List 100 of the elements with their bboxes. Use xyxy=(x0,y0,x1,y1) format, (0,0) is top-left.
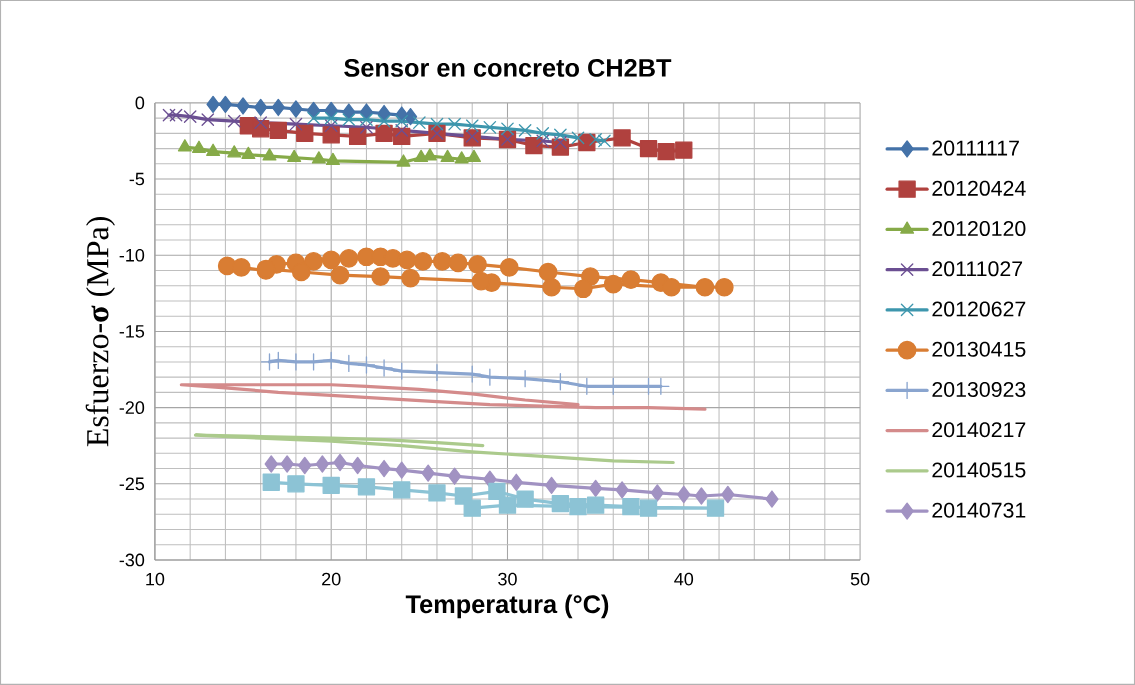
point xyxy=(260,353,279,371)
point xyxy=(675,141,693,159)
point xyxy=(554,136,567,149)
point xyxy=(322,351,340,370)
point xyxy=(324,119,338,133)
point xyxy=(289,100,303,118)
point xyxy=(201,113,215,127)
point xyxy=(551,494,570,513)
point xyxy=(413,116,426,130)
point xyxy=(357,478,376,496)
point xyxy=(525,136,543,155)
point xyxy=(254,116,268,130)
point xyxy=(375,124,393,143)
legend-label: 20130923 xyxy=(932,381,1026,398)
point xyxy=(269,351,287,370)
point xyxy=(421,464,435,482)
point xyxy=(264,455,278,473)
point xyxy=(324,111,338,125)
point xyxy=(586,496,605,514)
point xyxy=(218,95,233,114)
x-tick-label: 40 xyxy=(674,572,694,586)
y-tick-label: -25 xyxy=(119,477,145,491)
point xyxy=(315,455,330,473)
point xyxy=(287,475,305,493)
x-axis-title: Temperatura (°C) xyxy=(405,594,609,619)
point xyxy=(350,456,365,475)
point xyxy=(509,473,523,492)
point xyxy=(536,134,550,148)
point xyxy=(342,113,356,127)
point xyxy=(371,267,390,286)
point xyxy=(291,262,311,282)
point xyxy=(289,117,303,131)
legend-label: 20140217 xyxy=(932,422,1026,438)
point xyxy=(287,149,302,163)
point xyxy=(677,485,691,504)
point xyxy=(359,103,374,121)
point xyxy=(304,252,323,271)
point xyxy=(544,476,559,495)
x-tick-label: 10 xyxy=(146,572,165,586)
point xyxy=(254,98,268,117)
point xyxy=(397,250,417,270)
point xyxy=(432,252,452,271)
y-axis-title: Esfuerzo-σ (MPa) xyxy=(85,217,116,447)
point xyxy=(401,268,420,288)
point xyxy=(657,143,675,161)
point xyxy=(447,467,462,485)
chart-title: Sensor en concreto CH2BT xyxy=(344,58,672,77)
point xyxy=(615,481,629,499)
point xyxy=(536,127,550,140)
point xyxy=(271,98,285,117)
point xyxy=(311,151,326,164)
point xyxy=(448,253,468,273)
point xyxy=(542,277,561,297)
point xyxy=(348,127,367,146)
legend-label: 20140731 xyxy=(932,502,1026,518)
point xyxy=(396,154,411,167)
point xyxy=(613,129,631,147)
point xyxy=(430,117,444,131)
point xyxy=(639,139,658,158)
point xyxy=(714,277,734,297)
point xyxy=(322,476,340,495)
point xyxy=(538,262,558,282)
legend-label: 20120120 xyxy=(932,221,1026,237)
y-tick-label: -5 xyxy=(129,172,145,186)
point xyxy=(463,499,481,517)
point xyxy=(280,455,294,473)
point xyxy=(191,140,206,153)
point xyxy=(262,473,280,492)
point xyxy=(721,485,735,504)
point xyxy=(357,356,376,374)
point xyxy=(465,119,479,133)
point xyxy=(321,250,341,270)
point xyxy=(403,107,418,126)
legend-label: 20120424 xyxy=(932,180,1026,196)
point xyxy=(518,124,532,137)
point xyxy=(227,145,242,158)
point xyxy=(573,279,593,299)
x-tick-label: 50 xyxy=(850,572,870,586)
point xyxy=(395,114,409,128)
point xyxy=(377,114,391,128)
point xyxy=(622,498,640,516)
point xyxy=(554,128,567,142)
point xyxy=(360,120,373,134)
point xyxy=(333,453,347,472)
point xyxy=(588,479,603,498)
point xyxy=(269,121,287,140)
point xyxy=(765,490,779,508)
point xyxy=(360,113,373,127)
point xyxy=(377,459,391,478)
y-tick-label: -10 xyxy=(119,248,145,262)
point xyxy=(262,148,277,161)
point xyxy=(454,151,469,164)
point xyxy=(322,126,340,144)
point xyxy=(339,249,359,268)
point xyxy=(516,490,534,508)
x-tick-label: 20 xyxy=(322,572,341,586)
point xyxy=(227,114,241,128)
point xyxy=(501,122,514,136)
point xyxy=(395,124,409,137)
point xyxy=(375,359,393,377)
